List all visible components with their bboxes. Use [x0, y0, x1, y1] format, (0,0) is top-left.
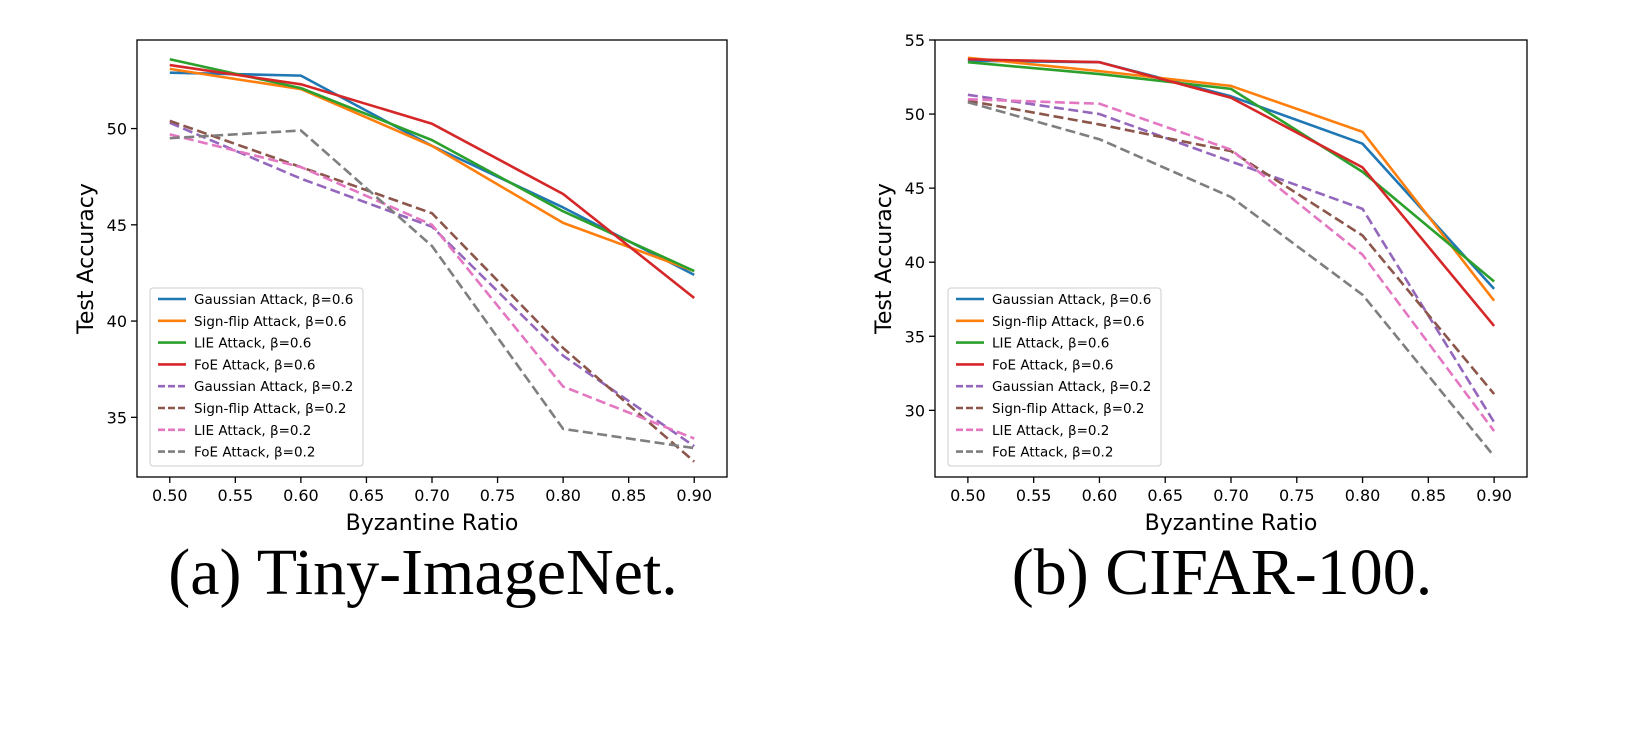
series-line — [967, 97, 1496, 432]
series-line — [169, 133, 695, 440]
y-tick-label: 35 — [107, 408, 127, 427]
legend: Gaussian Attack, β=0.6 Sign-flip Attack, … — [149, 287, 364, 467]
y-tick-label: 30 — [905, 401, 925, 420]
series-line — [169, 57, 695, 273]
legend-label: LIE Attack, β=0.6 — [194, 336, 311, 352]
legend-label: Sign-flip Attack, β=0.2 — [992, 401, 1145, 417]
series-line — [967, 59, 1496, 290]
legend-label: FoE Attack, β=0.6 — [194, 357, 315, 373]
y-tick-label: 40 — [905, 253, 925, 272]
y-tick-label: 40 — [107, 312, 127, 331]
legend-label: Gaussian Attack, β=0.2 — [194, 379, 353, 395]
caption-b: (b) CIFAR-100. — [1011, 536, 1433, 609]
y-tick-label: 45 — [905, 179, 925, 198]
series-line — [169, 129, 695, 450]
x-tick-label: 0.65 — [349, 486, 385, 505]
legend-label: Gaussian Attack, β=0.2 — [992, 379, 1151, 395]
legend-label: Sign-flip Attack, β=0.6 — [194, 314, 347, 330]
series-line — [967, 93, 1496, 423]
series-line — [169, 63, 696, 299]
x-tick-label: 0.80 — [545, 486, 581, 505]
y-tick-label: 55 — [905, 31, 925, 50]
x-tick-label: 0.70 — [1213, 486, 1249, 505]
x-tick-label: 0.50 — [152, 486, 188, 505]
x-tick-label: 0.70 — [414, 486, 450, 505]
series-line — [169, 67, 695, 273]
x-axis-label: Byzantine Ratio — [346, 511, 519, 536]
x-tick-label: 0.55 — [218, 486, 254, 505]
x-tick-label: 0.50 — [950, 486, 986, 505]
x-tick-label: 0.85 — [611, 486, 647, 505]
legend-box — [947, 287, 1162, 467]
y-tick-label: 35 — [905, 327, 925, 346]
y-tick-label: 50 — [905, 105, 925, 124]
x-tick-label: 0.80 — [1345, 486, 1381, 505]
x-tick-label: 0.90 — [676, 486, 712, 505]
x-tick-label: 0.60 — [1082, 486, 1118, 505]
series-line — [967, 60, 1495, 283]
series-line — [967, 100, 1496, 458]
x-axis-label: Byzantine Ratio — [1145, 511, 1318, 536]
series-line — [967, 56, 1496, 302]
legend-label: FoE Attack, β=0.2 — [194, 445, 315, 461]
y-tick-label: 50 — [107, 120, 127, 139]
legend-label: Sign-flip Attack, β=0.2 — [194, 401, 347, 417]
legend-label: LIE Attack, β=0.2 — [194, 423, 311, 439]
y-axis-label: Test Accuracy — [74, 183, 99, 335]
caption-a: (a) Tiny-ImageNet. — [168, 536, 678, 609]
series-line — [967, 57, 1496, 327]
legend-box — [149, 287, 364, 467]
x-tick-label: 0.65 — [1147, 486, 1183, 505]
chart-a: 0.50 0.55 0.60 0.65 0.70 0.75 0.80 0.85 0.90 35 40… — [74, 39, 728, 536]
legend-label: Sign-flip Attack, β=0.6 — [992, 314, 1145, 330]
chart-b: 0.50 0.55 0.60 0.65 0.70 0.75 0.80 0.85 0.90 30 35… — [872, 31, 1528, 536]
legend-label: Gaussian Attack, β=0.6 — [992, 292, 1151, 308]
legend-label: Gaussian Attack, β=0.6 — [194, 292, 353, 308]
y-axis-label: Test Accuracy — [872, 183, 897, 335]
x-tick-label: 0.55 — [1016, 486, 1052, 505]
x-tick-label: 0.90 — [1476, 486, 1512, 505]
x-tick-label: 0.85 — [1411, 486, 1447, 505]
series-line — [967, 99, 1496, 395]
series-line — [169, 119, 696, 463]
legend-label: LIE Attack, β=0.2 — [992, 423, 1109, 439]
x-tick-label: 0.60 — [283, 486, 319, 505]
x-tick-label: 0.75 — [1279, 486, 1315, 505]
legend-label: FoE Attack, β=0.2 — [992, 445, 1113, 461]
legend-label: FoE Attack, β=0.6 — [992, 357, 1113, 373]
legend: Gaussian Attack, β=0.6 Sign-flip Attack, … — [947, 287, 1162, 467]
y-tick-label: 45 — [107, 216, 127, 235]
x-tick-label: 0.75 — [480, 486, 516, 505]
legend-label: LIE Attack, β=0.6 — [992, 336, 1109, 352]
